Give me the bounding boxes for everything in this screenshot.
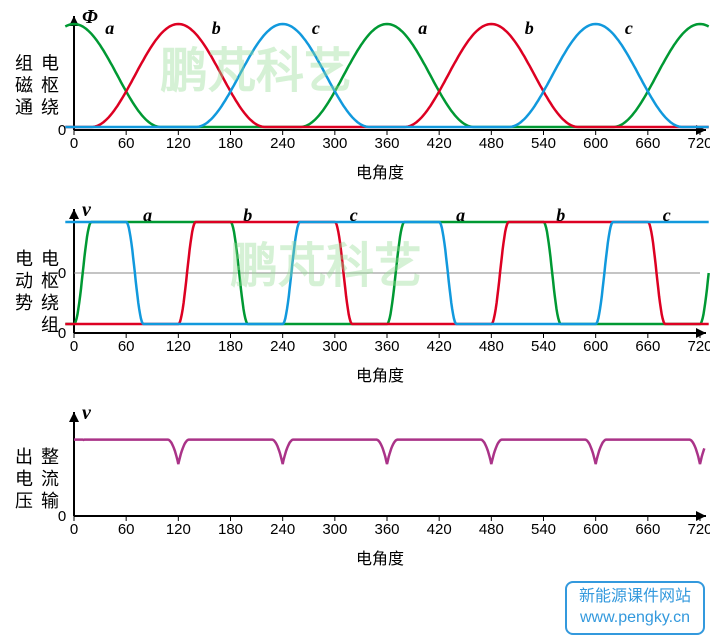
svg-text:0: 0 [70, 135, 78, 152]
svg-text:360: 360 [374, 521, 399, 538]
phase-label: b [556, 205, 565, 226]
svg-text:60: 60 [118, 135, 135, 152]
svg-text:660: 660 [635, 135, 660, 152]
phase-label: c [663, 205, 671, 226]
series-a [65, 24, 708, 127]
chart-output: 整流输出电压0601201802403003604204805406006607… [10, 406, 710, 569]
svg-text:0: 0 [58, 122, 66, 139]
phase-label: c [625, 18, 633, 39]
svg-text:240: 240 [270, 338, 295, 355]
svg-text:720: 720 [687, 338, 710, 355]
y-symbol-output: v [82, 402, 91, 425]
svg-text:180: 180 [218, 135, 243, 152]
phase-label: a [456, 205, 465, 226]
y-symbol-emf: v [82, 199, 91, 222]
svg-text:360: 360 [374, 135, 399, 152]
xlabel: 电角度 [50, 362, 710, 386]
svg-text:600: 600 [583, 135, 608, 152]
svg-text:600: 600 [583, 338, 608, 355]
svg-text:120: 120 [166, 135, 191, 152]
svg-text:0: 0 [58, 265, 66, 282]
svg-text:240: 240 [270, 521, 295, 538]
svg-text:180: 180 [218, 521, 243, 538]
svg-text:120: 120 [166, 521, 191, 538]
svg-text:420: 420 [427, 521, 452, 538]
phase-label: a [105, 18, 114, 39]
phase-label: a [418, 18, 427, 39]
chart-emf: 电枢绕组电动势060120180240300360420480540600660… [10, 203, 710, 386]
svg-text:660: 660 [635, 338, 660, 355]
svg-text:420: 420 [427, 338, 452, 355]
svg-text:300: 300 [322, 338, 347, 355]
series-output [74, 440, 704, 465]
svg-text:300: 300 [322, 521, 347, 538]
phase-label: c [350, 205, 358, 226]
svg-text:480: 480 [479, 338, 504, 355]
svg-text:720: 720 [687, 521, 710, 538]
svg-text:0: 0 [58, 325, 66, 342]
svg-text:360: 360 [374, 338, 399, 355]
svg-text:540: 540 [531, 135, 556, 152]
svg-text:720: 720 [687, 135, 710, 152]
svg-text:660: 660 [635, 521, 660, 538]
footer-line2: www.pengky.cn [579, 608, 691, 629]
svg-text:0: 0 [70, 338, 78, 355]
svg-text:300: 300 [322, 135, 347, 152]
svg-text:0: 0 [58, 508, 66, 525]
footer-badge: 新能源课件网站 www.pengky.cn [565, 581, 705, 635]
svg-text:60: 60 [118, 338, 135, 355]
phase-label: a [143, 205, 152, 226]
phase-label: c [312, 18, 320, 39]
series-c [65, 24, 708, 127]
svg-text:540: 540 [531, 521, 556, 538]
svg-text:600: 600 [583, 521, 608, 538]
phase-label: b [243, 205, 252, 226]
svg-text:180: 180 [218, 338, 243, 355]
xlabel: 电角度 [50, 159, 710, 183]
phase-label: b [525, 18, 534, 39]
chart-flux: 电枢绕组磁通0601201802403003604204805406006607… [10, 10, 710, 183]
series-b [65, 24, 708, 127]
svg-text:420: 420 [427, 135, 452, 152]
phase-label: b [212, 18, 221, 39]
svg-text:480: 480 [479, 135, 504, 152]
svg-text:540: 540 [531, 338, 556, 355]
footer-line1: 新能源课件网站 [579, 587, 691, 608]
svg-text:120: 120 [166, 338, 191, 355]
svg-text:240: 240 [270, 135, 295, 152]
xlabel: 电角度 [50, 545, 710, 569]
svg-text:0: 0 [70, 521, 78, 538]
svg-text:480: 480 [479, 521, 504, 538]
svg-text:60: 60 [118, 521, 135, 538]
y-symbol-flux: Φ [82, 6, 98, 29]
